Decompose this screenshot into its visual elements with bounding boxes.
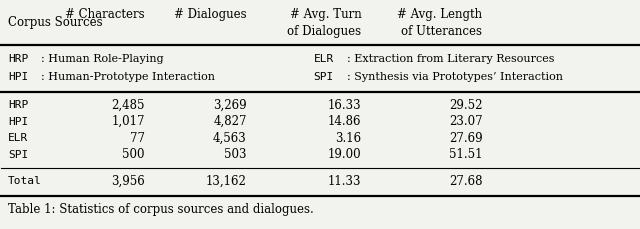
Text: 13,162: 13,162 xyxy=(206,175,246,188)
Text: 14.86: 14.86 xyxy=(328,115,362,128)
Text: of Dialogues: of Dialogues xyxy=(287,25,362,38)
Text: Corpus Sources: Corpus Sources xyxy=(8,16,102,29)
Text: 16.33: 16.33 xyxy=(328,98,362,112)
Text: HPI: HPI xyxy=(8,117,28,127)
Text: : Extraction from Literary Resources: : Extraction from Literary Resources xyxy=(347,54,554,64)
Text: 3,269: 3,269 xyxy=(213,98,246,112)
Text: Table 1: Statistics of corpus sources and dialogues.: Table 1: Statistics of corpus sources an… xyxy=(8,203,314,216)
Text: ELR: ELR xyxy=(8,133,28,143)
Text: 3,956: 3,956 xyxy=(111,175,145,188)
Text: 1,017: 1,017 xyxy=(111,115,145,128)
Text: SPI: SPI xyxy=(8,150,28,160)
Text: # Characters: # Characters xyxy=(65,8,145,21)
Text: 503: 503 xyxy=(224,148,246,161)
Text: 77: 77 xyxy=(130,132,145,145)
Text: SPI: SPI xyxy=(314,72,334,82)
Text: 2,485: 2,485 xyxy=(111,98,145,112)
Text: HRP: HRP xyxy=(8,54,28,64)
Text: # Avg. Length: # Avg. Length xyxy=(397,8,483,21)
Text: 29.52: 29.52 xyxy=(449,98,483,112)
Text: : Human-Prototype Interaction: : Human-Prototype Interaction xyxy=(41,72,215,82)
Text: 11.33: 11.33 xyxy=(328,175,362,188)
Text: 4,563: 4,563 xyxy=(213,132,246,145)
Text: 4,827: 4,827 xyxy=(213,115,246,128)
Text: 3.16: 3.16 xyxy=(335,132,362,145)
Text: ELR: ELR xyxy=(314,54,334,64)
Text: : Human Role-Playing: : Human Role-Playing xyxy=(41,54,164,64)
Text: HRP: HRP xyxy=(8,100,28,110)
Text: 27.68: 27.68 xyxy=(449,175,483,188)
Text: # Dialogues: # Dialogues xyxy=(174,8,246,21)
Text: Total: Total xyxy=(8,176,42,186)
Text: 27.69: 27.69 xyxy=(449,132,483,145)
Text: : Synthesis via Prototypes’ Interaction: : Synthesis via Prototypes’ Interaction xyxy=(347,72,563,82)
Text: 51.51: 51.51 xyxy=(449,148,483,161)
Text: 500: 500 xyxy=(122,148,145,161)
Text: of Utterances: of Utterances xyxy=(401,25,483,38)
Text: # Avg. Turn: # Avg. Turn xyxy=(290,8,362,21)
Text: HPI: HPI xyxy=(8,72,28,82)
Text: 19.00: 19.00 xyxy=(328,148,362,161)
Text: 23.07: 23.07 xyxy=(449,115,483,128)
